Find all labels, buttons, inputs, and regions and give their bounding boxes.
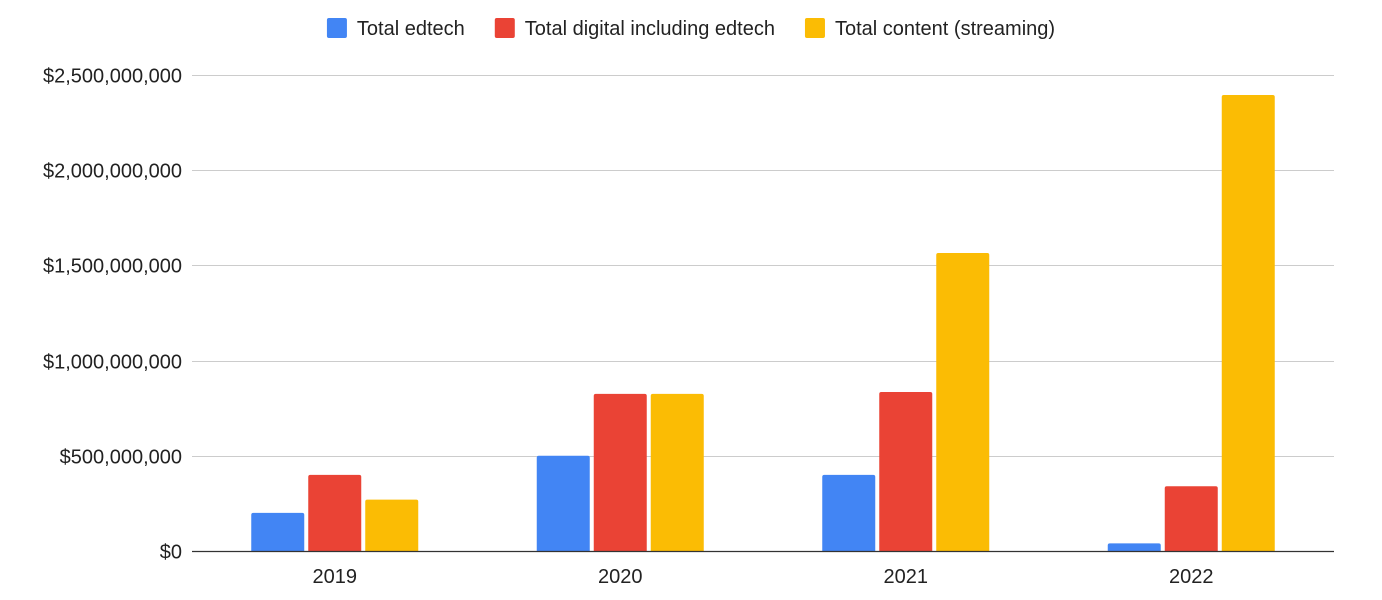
y-tick-label: $2,000,000,000 [43, 161, 182, 183]
bar-total-content-streaming-2021 [936, 253, 990, 552]
legend: Total edtech Total digital including edte… [326, 18, 1055, 40]
legend-label: Total digital including edtech [525, 18, 775, 40]
legend-swatch [326, 18, 347, 38]
legend-item-total-digital-including-edtech[interactable]: Total digital including edtech [494, 18, 775, 40]
legend-label: Total content (streaming) [835, 18, 1055, 40]
legend-swatch [494, 18, 515, 38]
x-tick-label: 2020 [598, 566, 643, 588]
bar-total-edtech-2020 [536, 455, 590, 551]
y-tick-label: $1,000,000,000 [43, 352, 182, 374]
bar-total-content-streaming-2019 [365, 499, 419, 551]
x-axis-tick-labels: 2019 2020 2021 2022 [313, 566, 1214, 588]
bar-total-edtech-2021 [822, 474, 876, 551]
grid-lines [192, 75, 1334, 457]
legend-swatch [804, 18, 825, 38]
legend-item-total-edtech[interactable]: Total edtech [326, 18, 465, 40]
bar-total-digital-including-edtech-2022 [1164, 486, 1218, 551]
bars [251, 94, 1275, 552]
legend-item-total-content-streaming[interactable]: Total content (streaming) [804, 18, 1055, 40]
y-tick-label: $0 [160, 542, 182, 564]
bar-total-content-streaming-2022 [1221, 94, 1275, 551]
x-tick-label: 2021 [884, 566, 929, 588]
bar-total-edtech-2022 [1107, 543, 1161, 551]
bar-total-edtech-2019 [251, 512, 305, 551]
y-tick-label: $2,500,000,000 [43, 66, 182, 88]
bar-total-digital-including-edtech-2020 [593, 393, 647, 551]
y-tick-label: $1,500,000,000 [43, 256, 182, 278]
bar-total-digital-including-edtech-2019 [308, 474, 362, 551]
bar-total-content-streaming-2020 [650, 393, 704, 551]
y-tick-label: $500,000,000 [60, 447, 182, 469]
x-tick-label: 2019 [313, 566, 358, 588]
legend-label: Total edtech [357, 18, 465, 40]
y-axis-tick-labels: $0 $500,000,000 $1,000,000,000 $1,500,000,0… [43, 66, 182, 564]
x-tick-label: 2022 [1169, 566, 1214, 588]
bar-total-digital-including-edtech-2021 [879, 392, 933, 551]
